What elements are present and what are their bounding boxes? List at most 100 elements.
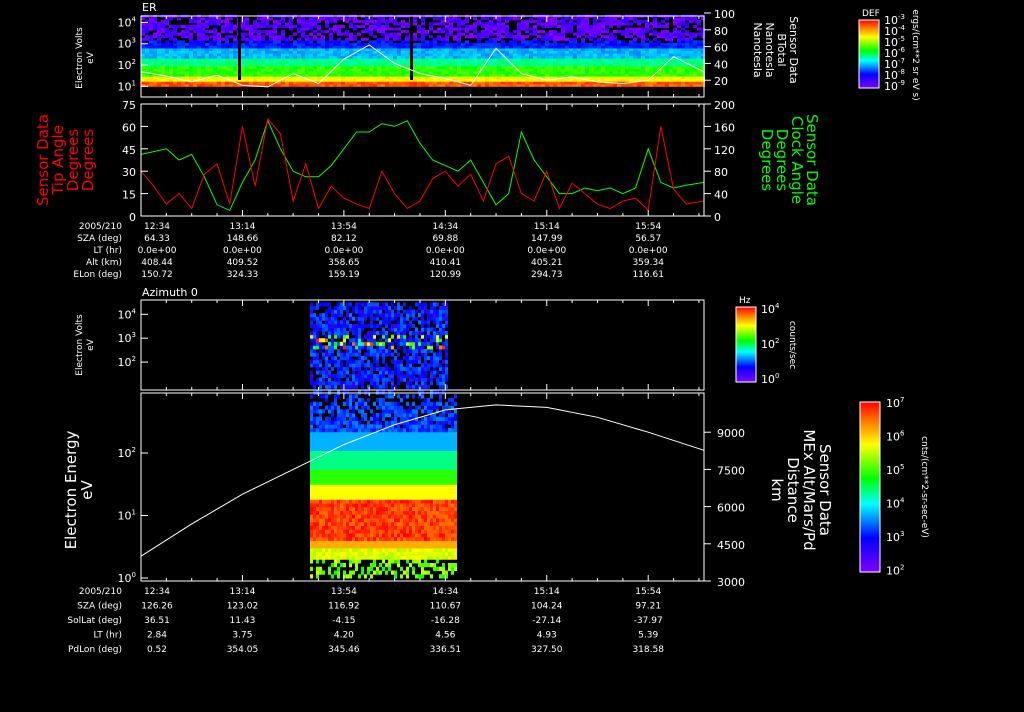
spectrogram-cell <box>343 454 346 458</box>
spectrogram-cell <box>397 374 400 378</box>
spectrogram-cell <box>388 313 391 317</box>
spectrogram-cell <box>334 548 337 552</box>
spectrogram-cell <box>400 327 403 331</box>
spectrogram-cell <box>412 310 415 314</box>
spectrogram-cell <box>412 345 415 349</box>
spectrogram-cell <box>325 428 328 432</box>
spectrogram-cell <box>394 356 397 360</box>
spectrogram-cell <box>429 40 433 43</box>
spectrogram-cell <box>364 335 367 339</box>
spectrogram-cell <box>349 338 352 342</box>
spectrogram-cell <box>376 356 379 360</box>
spectrogram-cell <box>355 331 358 335</box>
spectrogram-cell <box>445 324 448 328</box>
row-value: 56.57 <box>635 234 661 244</box>
spectrogram-cell <box>149 35 153 38</box>
spectrogram-cell <box>388 317 391 321</box>
spectrogram-cell <box>319 447 322 451</box>
spectrogram-cell <box>370 345 373 349</box>
spectrogram-cell <box>313 338 316 342</box>
spectrogram-cell <box>361 320 364 324</box>
spectrogram-cell <box>319 526 322 530</box>
spectrogram-cell <box>346 370 349 374</box>
spectrogram-cell <box>617 20 621 23</box>
spectrogram-cell <box>319 544 322 548</box>
spectrogram-cell <box>341 25 345 28</box>
spectrogram-cell <box>505 25 509 28</box>
spectrogram-cell <box>433 327 436 331</box>
row-value: 0.0e+00 <box>324 246 363 256</box>
spectrogram-cell <box>412 338 415 342</box>
spectrogram-cell <box>361 345 364 349</box>
spectrogram-cell <box>424 306 427 310</box>
spectrogram-cell <box>418 320 421 324</box>
spectrogram-cell <box>373 374 376 378</box>
spectrogram-cell <box>370 320 373 324</box>
spectrogram-cell <box>313 526 316 530</box>
spectrogram-cell <box>310 488 313 492</box>
spectrogram-cell <box>313 552 316 556</box>
spectrogram-cell <box>316 556 319 560</box>
spectrogram-cell <box>417 25 421 28</box>
spectrogram-cell <box>433 356 436 360</box>
spectrogram-cell <box>346 548 349 552</box>
spectrogram-cell <box>397 353 400 357</box>
tip-angle-line <box>141 119 704 210</box>
spectrogram-cell <box>334 496 337 500</box>
spectrogram-cell <box>425 30 429 33</box>
spectrogram-cell <box>382 385 385 389</box>
spectrogram-cell <box>394 331 397 335</box>
spectrogram-cell <box>334 324 337 328</box>
spectrogram-cell <box>346 488 349 492</box>
spectrogram-cell <box>310 526 313 530</box>
spectrogram-cell <box>349 541 352 545</box>
spectrogram-cell <box>509 33 513 36</box>
spectrogram-cell <box>321 30 325 33</box>
spectrogram-cell <box>313 537 316 541</box>
spectrogram-cell <box>461 43 465 46</box>
spectrogram-cell <box>421 317 424 321</box>
spectrogram-cell <box>685 22 689 25</box>
spectrogram-cell <box>382 370 385 374</box>
spectrogram-cell <box>442 310 445 314</box>
spectrogram-cell <box>325 310 328 314</box>
spectrogram-cell <box>340 310 343 314</box>
spectrogram-cell <box>343 533 346 537</box>
spectrogram-cell <box>370 313 373 317</box>
spectrogram-cell <box>346 424 349 428</box>
spectrogram-cell <box>328 374 331 378</box>
spectrogram-cell <box>409 310 412 314</box>
spectrogram-cell <box>319 473 322 477</box>
spectrogram-cell <box>373 35 377 38</box>
spectrogram-cell <box>341 40 345 43</box>
spectrogram-cell <box>313 488 316 492</box>
spectrogram-cell <box>665 43 669 46</box>
spectrogram-cell <box>349 417 352 421</box>
spectrogram-cell <box>364 367 367 371</box>
spectrogram-cell <box>358 374 361 378</box>
spectrogram-cell <box>337 533 340 537</box>
spectrogram-cell <box>316 518 319 522</box>
spectrogram-cell <box>352 367 355 371</box>
spectrogram-cell <box>334 342 337 346</box>
y-tick-label: 101 <box>118 79 136 93</box>
spectrogram-cell <box>340 526 343 530</box>
spectrogram-cell <box>439 374 442 378</box>
spectrogram-cell <box>397 381 400 385</box>
spectrogram-cell <box>343 432 346 436</box>
spectrogram-cell <box>382 327 385 331</box>
spectrogram-cell <box>325 481 328 485</box>
spectrogram-cell <box>445 360 448 364</box>
spectrogram-cell <box>433 22 437 25</box>
spectrogram-cell <box>367 370 370 374</box>
spectrogram-cell <box>253 20 257 23</box>
spectrogram-cell <box>346 367 349 371</box>
spectrogram-cell <box>322 477 325 481</box>
row-value: 82.12 <box>331 234 357 244</box>
spectrogram-cell <box>331 511 334 515</box>
spectrogram-cell <box>406 338 409 342</box>
spectrogram-cell <box>689 33 693 36</box>
spectrogram-cell <box>331 432 334 436</box>
spectrogram-cell <box>337 514 340 518</box>
spectrogram-cell <box>349 43 353 46</box>
